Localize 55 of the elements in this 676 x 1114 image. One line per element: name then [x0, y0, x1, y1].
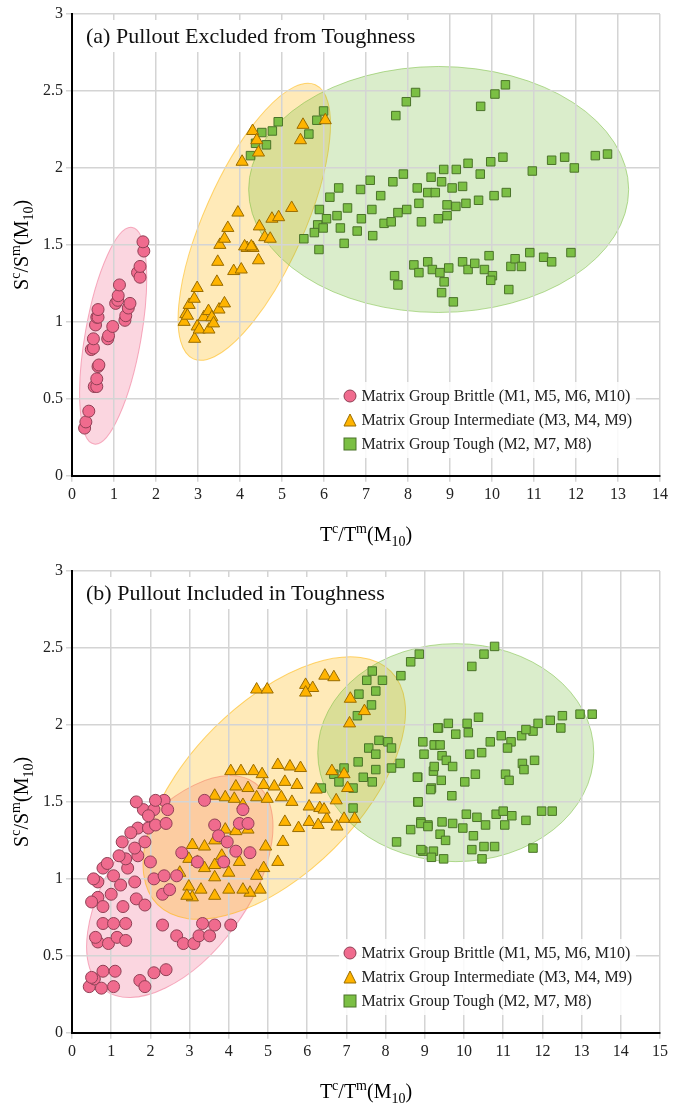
legend-label: Matrix Group Intermediate (M3, M4, M9) [361, 966, 632, 988]
x-tick-label: 14 [612, 1041, 629, 1059]
x-tick-label: 9 [446, 484, 454, 502]
y-tick-label: 1 [55, 312, 63, 330]
x-tick-label: 0 [68, 484, 76, 502]
x-tick-label: 2 [152, 484, 160, 502]
x-tick-label: 10 [484, 484, 500, 502]
x-tick-label: 11 [526, 484, 542, 502]
x-tick-label: 14 [652, 484, 668, 502]
y-tick-label: 2 [55, 158, 63, 176]
x-tick-label: 15 [652, 1041, 668, 1059]
y-tick-label: 0 [55, 466, 63, 483]
x-tick-label: 9 [420, 1041, 429, 1059]
legend-label: Matrix Group Tough (M2, M7, M8) [361, 433, 592, 455]
x-tick-label: 12 [568, 484, 584, 502]
x-tick-label: 11 [495, 1041, 511, 1059]
x-tick-label: 3 [194, 484, 202, 502]
chart-title: (a) Pullout Excluded from Toughness [78, 20, 424, 52]
x-tick-label: 12 [534, 1041, 551, 1059]
x-tick-label: 7 [362, 484, 370, 502]
x-tick-label: 6 [303, 1041, 312, 1059]
legend-label: Matrix Group Intermediate (M3, M4, M9) [361, 409, 632, 431]
x-tick-label: 5 [264, 1041, 272, 1059]
y-tick-label: 1.5 [43, 792, 63, 810]
y-tick-label: 3 [55, 561, 63, 579]
x-tick-label: 5 [278, 484, 286, 502]
y-axis-title: Sc/Sm(M10) [8, 199, 36, 290]
legend-label: Matrix Group Brittle (M1, M5, M6, M10) [361, 942, 631, 964]
y-tick-label: 1.5 [43, 235, 63, 253]
x-tick-label: 13 [573, 1041, 590, 1059]
x-tick-label: 8 [381, 1041, 390, 1059]
y-tick-label: 2.5 [43, 638, 63, 656]
x-tick-label: 4 [224, 1041, 233, 1059]
y-tick-label: 2.5 [43, 81, 63, 99]
x-tick-label: 8 [404, 484, 412, 502]
x-tick-label: 6 [320, 484, 328, 502]
y-axis-title: Sc/Sm(M10) [8, 756, 36, 847]
x-tick-label: 4 [236, 484, 244, 502]
y-tick-label: 2 [55, 715, 63, 733]
x-tick-label: 1 [110, 484, 118, 502]
y-tick-label: 3 [55, 4, 63, 22]
legend-label: Matrix Group Brittle (M1, M5, M6, M10) [361, 385, 631, 407]
y-tick-label: 0 [55, 1023, 63, 1040]
y-tick-label: 1 [55, 869, 63, 887]
x-tick-label: 7 [342, 1041, 351, 1059]
x-tick-label: 1 [107, 1041, 116, 1059]
chart-title: (b) Pullout Included in Toughness [78, 577, 393, 609]
x-tick-label: 0 [68, 1041, 76, 1059]
legend-label: Matrix Group Tough (M2, M7, M8) [361, 990, 592, 1012]
y-tick-label: 0.5 [43, 389, 63, 407]
x-tick-label: 3 [185, 1041, 194, 1059]
x-tick-label: 2 [146, 1041, 155, 1059]
x-tick-label: 10 [456, 1041, 472, 1059]
y-tick-label: 0.5 [43, 946, 63, 964]
x-tick-label: 13 [610, 484, 626, 502]
